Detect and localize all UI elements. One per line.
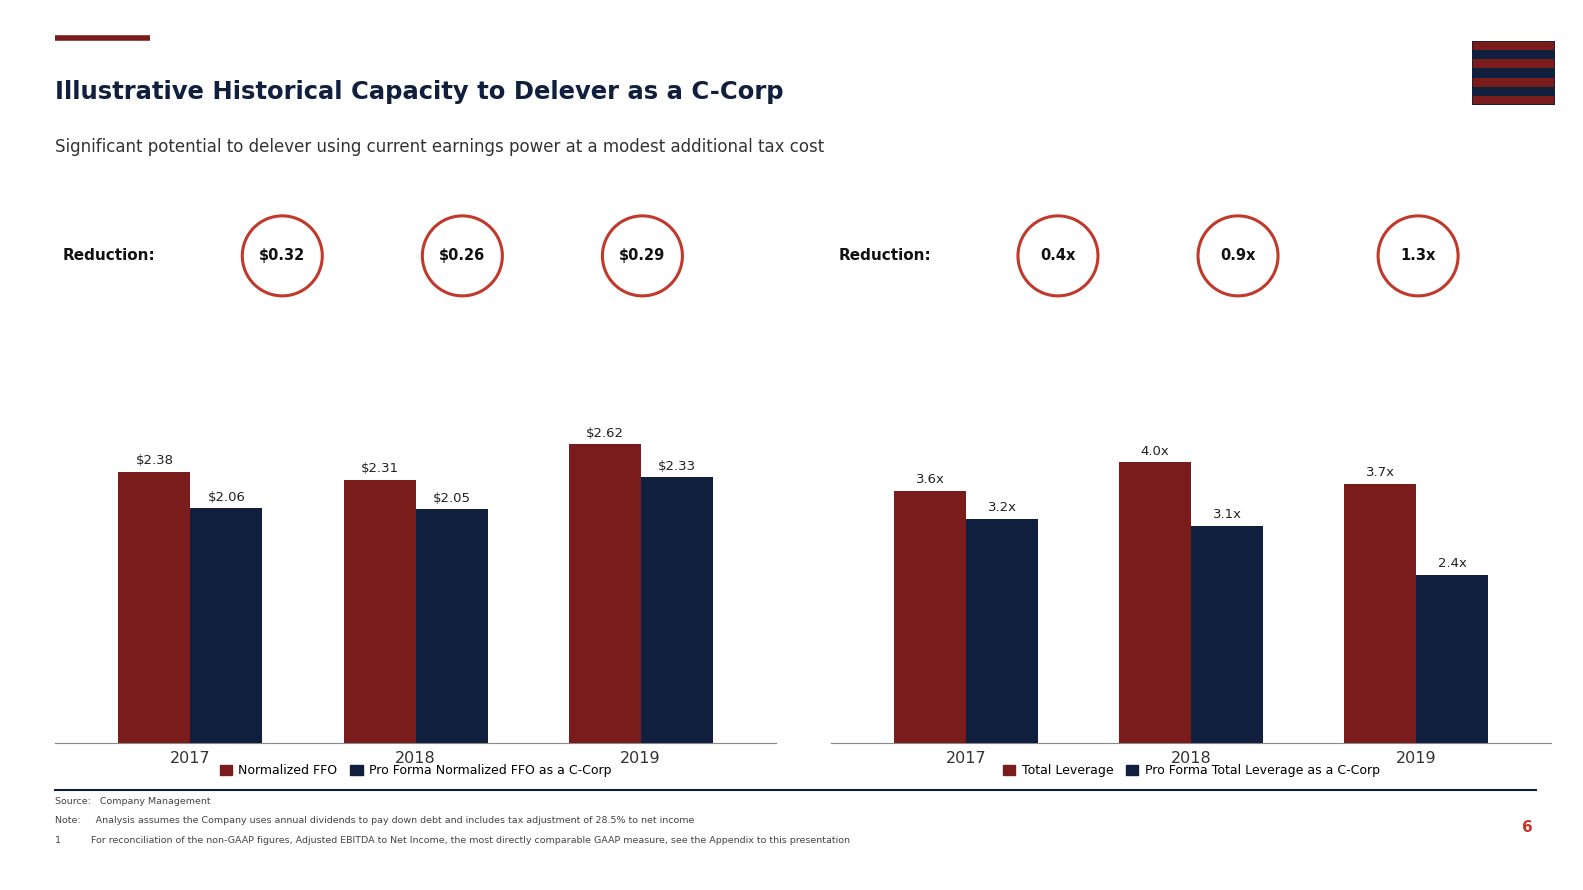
Text: 3.2x: 3.2x <box>988 501 1016 514</box>
Bar <box>966 519 1038 743</box>
Bar <box>1190 526 1263 743</box>
Text: 0.4x: 0.4x <box>1040 248 1075 263</box>
Bar <box>568 444 641 743</box>
Text: Illustrative Historical Capacity to Delever as a C-Corp: Illustrative Historical Capacity to Dele… <box>55 80 784 104</box>
Ellipse shape <box>242 216 323 295</box>
Bar <box>1472 60 1555 69</box>
Text: $2.33: $2.33 <box>657 460 695 473</box>
Text: 2.4x: 2.4x <box>1437 557 1467 570</box>
Text: 3.1x: 3.1x <box>1213 508 1241 521</box>
Text: $0.26: $0.26 <box>438 248 486 263</box>
Text: $2.05: $2.05 <box>432 491 470 505</box>
Text: 3.6x: 3.6x <box>915 473 945 486</box>
Ellipse shape <box>423 216 502 295</box>
Bar <box>1472 69 1555 77</box>
Bar <box>1472 77 1555 86</box>
Text: 1.3x: 1.3x <box>1401 248 1436 263</box>
Bar <box>1344 483 1417 743</box>
Legend: Total Leverage, Pro Forma Total Leverage as a C-Corp: Total Leverage, Pro Forma Total Leverage… <box>997 759 1385 782</box>
Bar <box>1472 41 1555 50</box>
Ellipse shape <box>1018 216 1099 295</box>
Text: 1          For reconciliation of the non-GAAP figures, Adjusted EBITDA to Net In: 1 For reconciliation of the non-GAAP fig… <box>55 836 850 845</box>
Text: $0.29: $0.29 <box>619 248 665 263</box>
Text: $0.32: $0.32 <box>260 248 306 263</box>
Text: $2.38: $2.38 <box>136 454 174 467</box>
Bar <box>1472 96 1555 105</box>
Text: 3.7x: 3.7x <box>1366 465 1395 479</box>
Bar <box>119 472 190 743</box>
Bar <box>1119 463 1190 743</box>
Text: Reduction:: Reduction: <box>839 248 931 263</box>
Text: 0.9x: 0.9x <box>1220 248 1255 263</box>
Bar <box>641 477 712 743</box>
Bar <box>1417 575 1488 743</box>
Text: $2.62: $2.62 <box>586 426 624 440</box>
Text: Reduction:: Reduction: <box>63 248 155 263</box>
Bar <box>415 509 488 743</box>
Text: $2.31: $2.31 <box>361 462 399 475</box>
Text: TOTAL LEVERAGE RATIO: TOTAL LEVERAGE RATIO <box>839 320 999 334</box>
Bar <box>344 480 415 743</box>
Bar <box>190 508 263 743</box>
Text: Significant potential to delever using current earnings power at a modest additi: Significant potential to delever using c… <box>55 138 825 156</box>
Text: NORMALIZED FFO ($ PER SHARE): NORMALIZED FFO ($ PER SHARE) <box>63 320 283 334</box>
Legend: Normalized FFO, Pro Forma Normalized FFO as a C-Corp: Normalized FFO, Pro Forma Normalized FFO… <box>215 759 616 782</box>
Text: Source:   Company Management: Source: Company Management <box>55 797 211 805</box>
Text: $2.06: $2.06 <box>207 490 245 504</box>
Bar <box>1472 50 1555 60</box>
Text: 4.0x: 4.0x <box>1141 445 1170 457</box>
Bar <box>894 490 966 743</box>
Text: 6: 6 <box>1521 820 1532 835</box>
Text: Note:     Analysis assumes the Company uses annual dividends to pay down debt an: Note: Analysis assumes the Company uses … <box>55 816 695 825</box>
Bar <box>1472 86 1555 96</box>
Ellipse shape <box>1379 216 1458 295</box>
Ellipse shape <box>603 216 682 295</box>
Ellipse shape <box>1198 216 1277 295</box>
